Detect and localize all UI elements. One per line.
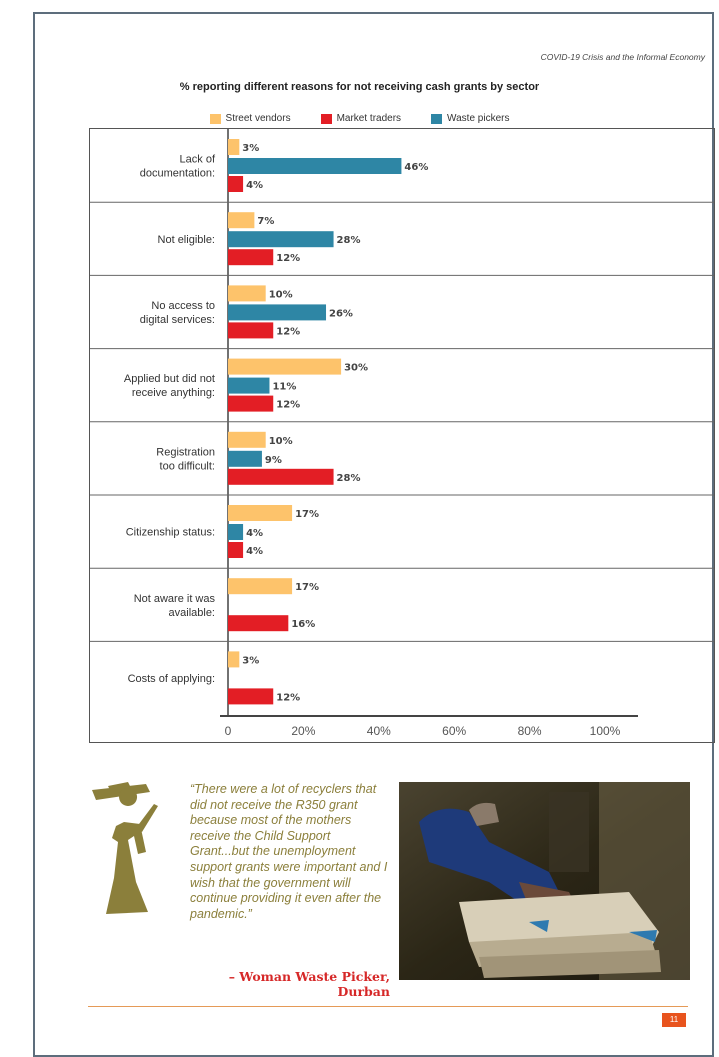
bar-value-label: 16% <box>291 619 315 630</box>
legend-item-street-vendors: Street vendors <box>209 113 291 124</box>
bar-value-label: 30% <box>344 363 368 374</box>
bar-value-label: 7% <box>257 216 274 227</box>
bar-value-label: 26% <box>329 308 353 319</box>
footer-rule <box>88 1006 688 1007</box>
bar <box>228 542 244 558</box>
bar <box>228 431 266 448</box>
bar <box>228 231 334 248</box>
bar-value-label: 3% <box>242 655 259 666</box>
bar-value-label: 28% <box>337 235 361 246</box>
category-label: Costs of applying: <box>128 673 215 685</box>
legend-swatch-market-traders <box>320 113 332 124</box>
chart-title: % reporting different reasons for not re… <box>179 81 540 93</box>
x-tick-label: 80% <box>518 724 542 738</box>
bar-value-label: 3% <box>242 143 259 154</box>
x-tick-label: 20% <box>291 724 315 738</box>
bar-value-label: 12% <box>276 400 300 411</box>
legend-swatch-street-vendors <box>209 113 221 124</box>
bar <box>228 377 270 394</box>
photo-illustration <box>399 782 690 980</box>
running-header: COVID-19 Crisis and the Informal Economy <box>540 52 705 62</box>
quote-attribution-line1: – Woman Waste Picker, <box>228 969 390 984</box>
category-label: No access to digital services: <box>140 300 215 326</box>
category-label: Applied but did not receive anything: <box>124 373 215 399</box>
bar <box>228 615 289 632</box>
bar <box>228 322 274 339</box>
category-label: Registration too difficult: <box>156 446 215 472</box>
quote-section: “There were a lot of recyclers that did … <box>88 782 390 999</box>
woman-carrying-bundle-icon <box>92 782 158 914</box>
chart-box <box>89 128 715 743</box>
legend-label-market-traders: Market traders <box>336 113 402 124</box>
legend-label-street-vendors: Street vendors <box>225 113 291 124</box>
bar-value-label: 10% <box>269 436 293 447</box>
bar <box>228 578 293 595</box>
bar <box>228 285 266 302</box>
category-label: Not eligible: <box>158 234 215 246</box>
bar-value-label: 12% <box>276 692 300 703</box>
bar-value-label: 4% <box>246 546 263 557</box>
category-label: Lack of documentation: <box>140 154 216 180</box>
bar-chart: Lack of documentation: 3% 46% 4% Not eligible… <box>90 129 714 738</box>
bar-value-label: 4% <box>246 528 263 539</box>
bar-value-label: 10% <box>269 289 293 300</box>
bar-value-label: 4% <box>246 180 263 191</box>
bar-value-label: 28% <box>337 473 361 484</box>
quote-attribution-line2: Durban <box>337 984 390 999</box>
legend-item-market-traders: Market traders <box>320 113 402 124</box>
x-tick-label: 100% <box>590 724 621 738</box>
category-label: Citizenship status: <box>126 527 215 539</box>
bar <box>228 524 244 540</box>
bar <box>228 651 240 668</box>
bar <box>228 688 274 705</box>
bar <box>228 176 244 192</box>
bar-value-label: 46% <box>404 162 428 173</box>
bar <box>228 158 402 174</box>
bar-value-label: 12% <box>276 326 300 337</box>
bar-value-label: 9% <box>265 455 282 466</box>
waste-picker-photo <box>399 782 690 980</box>
legend-item-waste-pickers: Waste pickers <box>431 113 509 124</box>
chart-legend: Street vendors Market traders Waste pick… <box>0 113 719 124</box>
quote-attribution: – Woman Waste Picker, Durban <box>190 969 390 999</box>
page-number: 11 <box>662 1013 686 1027</box>
quote-text: “There were a lot of recyclers that did … <box>190 782 388 921</box>
bar <box>228 139 240 155</box>
legend-swatch-waste-pickers <box>431 113 443 124</box>
bar-value-label: 11% <box>272 382 296 393</box>
bar <box>228 304 327 321</box>
x-tick-label: 0 <box>225 724 232 738</box>
x-tick-label: 40% <box>367 724 391 738</box>
bar <box>228 212 255 229</box>
bar <box>228 358 342 375</box>
bar <box>228 395 274 412</box>
bar <box>228 505 293 521</box>
bar-value-label: 12% <box>276 253 300 264</box>
bar <box>228 450 262 467</box>
bar-value-label: 17% <box>295 509 319 520</box>
bar <box>228 249 274 266</box>
bar <box>228 468 334 485</box>
legend-label-waste-pickers: Waste pickers <box>447 113 510 124</box>
bar-value-label: 17% <box>295 582 319 593</box>
x-tick-label: 60% <box>442 724 466 738</box>
category-label: Not aware it was available: <box>134 593 216 619</box>
